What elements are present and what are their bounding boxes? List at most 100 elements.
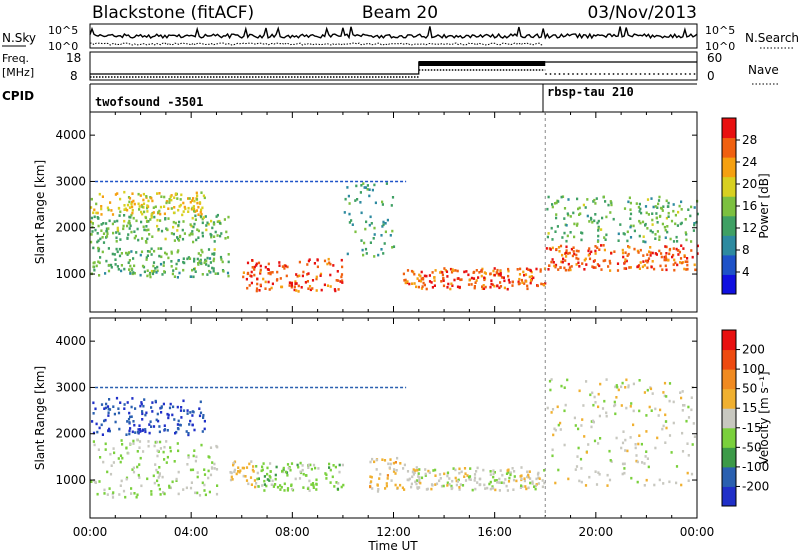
heatmap-cell-region-7 <box>628 246 631 249</box>
heatmap-cell-region-4 <box>267 262 270 266</box>
heatmap-cell-region-6 <box>481 287 484 290</box>
heatmap-cell-region-4 <box>255 264 258 267</box>
heatmap-cell-region-2 <box>147 440 150 443</box>
freq-traces <box>90 61 697 78</box>
heatmap-cell-region-1 <box>100 423 103 427</box>
heatmap-cell-region-3 <box>193 199 196 203</box>
heatmap-cell-region-1 <box>148 431 151 435</box>
heatmap-cell-region-2 <box>123 219 126 223</box>
heatmap-cell-region-7 <box>555 248 558 251</box>
heatmap-cell-region-2 <box>90 480 93 483</box>
heatmap-cell-region-4 <box>290 282 293 285</box>
heatmap-cell-region-3 <box>237 470 240 473</box>
heatmap-cell-region-1 <box>123 407 126 410</box>
heatmap-cell-region-6 <box>421 285 424 288</box>
heatmap-cell-region-1 <box>120 269 123 273</box>
heatmap-cell-region-7 <box>657 414 660 417</box>
heatmap-cell-region-4 <box>326 284 330 287</box>
heatmap-cell-region-6 <box>464 479 468 482</box>
heatmap-cell-region-2 <box>145 241 148 244</box>
heatmap-cell-region-1 <box>205 263 208 266</box>
heatmap-cell-region-5 <box>377 253 380 257</box>
heatmap-cell-region-1 <box>132 271 135 274</box>
heatmap-cell-region-7 <box>692 422 695 425</box>
heatmap-cell-region-1 <box>180 406 183 409</box>
heatmap-cell-region-2 <box>158 487 161 491</box>
heatmap-cell-region-6 <box>486 486 489 490</box>
heatmap-cell-region-7 <box>691 255 694 259</box>
heatmap-cell-region-1 <box>206 256 209 260</box>
heatmap-cell-region-6 <box>430 281 433 284</box>
heatmap-cell-region-7 <box>675 247 678 251</box>
heatmap-cell-region-4 <box>263 479 266 483</box>
heatmap-cell-region-2 <box>119 460 122 464</box>
heatmap-cell-region-3 <box>242 466 245 470</box>
heatmap-cell-region-8 <box>573 235 576 239</box>
heatmap-cell-region-5 <box>403 488 406 491</box>
heatmap-cell-region-6 <box>507 269 510 273</box>
heatmap-cell-region-2 <box>158 474 161 477</box>
heatmap-cell-region-5 <box>373 226 376 230</box>
heatmap-cell-region-1 <box>113 253 116 256</box>
heatmap-cell-region-2 <box>127 452 130 455</box>
heatmap-cell-region-1 <box>106 405 110 408</box>
heatmap-cell-region-3 <box>174 192 178 195</box>
heatmap-cell-region-4 <box>315 478 318 482</box>
heatmap-cell-region-1 <box>107 269 111 273</box>
heatmap-cell-region-7 <box>590 250 593 254</box>
heatmap-cell-region-8 <box>642 240 645 243</box>
heatmap-cell-region-6 <box>418 486 421 489</box>
heatmap-cell-region-6 <box>439 477 442 480</box>
heatmap-cell-region-1 <box>169 402 172 406</box>
heatmap-cell-region-8 <box>657 199 661 202</box>
heatmap-cell-region-3 <box>142 198 145 202</box>
heatmap-cell-region-6 <box>463 270 466 274</box>
heatmap-cell-region-1 <box>103 407 106 410</box>
heatmap-cell-region-5 <box>370 222 373 225</box>
heatmap-cell-region-6 <box>473 270 476 274</box>
heatmap-cell-region-5 <box>366 184 369 187</box>
heatmap-cell-region-1 <box>199 400 202 404</box>
heatmap-cell-region-8 <box>607 203 610 207</box>
colorbar-tick-label: 100 <box>742 362 765 376</box>
heatmap-cell-region-6 <box>492 469 495 472</box>
heatmap-cell-region-2 <box>149 218 152 221</box>
heatmap-cell-region-4 <box>328 462 331 466</box>
heatmap-cell-region-4 <box>288 284 291 287</box>
heatmap-cell-region-2 <box>142 450 145 453</box>
heatmap-cell-region-7 <box>559 421 562 425</box>
heatmap-cell-region-2 <box>113 220 116 223</box>
heatmap-cell-region-4 <box>300 286 303 289</box>
heatmap-cell-region-7 <box>646 457 649 460</box>
heatmap-cell-region-2 <box>161 475 164 479</box>
heatmap-cell-region-8 <box>617 239 620 242</box>
heatmap-cell-region-4 <box>325 477 328 480</box>
heatmap-cell-region-6 <box>527 473 530 477</box>
heatmap-cell-region-8 <box>666 230 669 234</box>
heatmap-cell-region-6 <box>534 487 537 491</box>
heatmap-cell-region-8 <box>658 195 661 199</box>
heatmap-cell-region-6 <box>454 476 457 480</box>
heatmap-cell-region-8 <box>654 205 657 208</box>
heatmap-cell-region-4 <box>266 268 269 271</box>
heatmap-cell-region-6 <box>522 270 525 274</box>
heatmap-cell-region-1 <box>141 264 145 268</box>
heatmap-cell-region-2 <box>133 492 136 495</box>
heatmap-cell-region-6 <box>418 279 421 283</box>
heatmap-cell-region-6 <box>442 484 445 488</box>
heatmap-cell-region-3 <box>233 468 236 472</box>
heatmap-cell-region-1 <box>212 269 215 273</box>
heatmap-cell-region-4 <box>306 280 309 283</box>
heatmap-cell-region-8 <box>581 231 584 235</box>
heatmap-cell-region-7 <box>607 265 610 268</box>
heatmap-cell-region-6 <box>468 278 471 282</box>
colorbar-swatch <box>722 235 736 256</box>
heatmap-cell-region-4 <box>260 469 263 473</box>
heatmap-cell-region-7 <box>661 268 664 271</box>
heatmap-cell-region-1 <box>163 270 166 273</box>
heatmap-cell-region-8 <box>639 221 642 225</box>
heatmap-cell-region-4 <box>340 485 343 489</box>
heatmap-cell-region-7 <box>625 259 628 263</box>
